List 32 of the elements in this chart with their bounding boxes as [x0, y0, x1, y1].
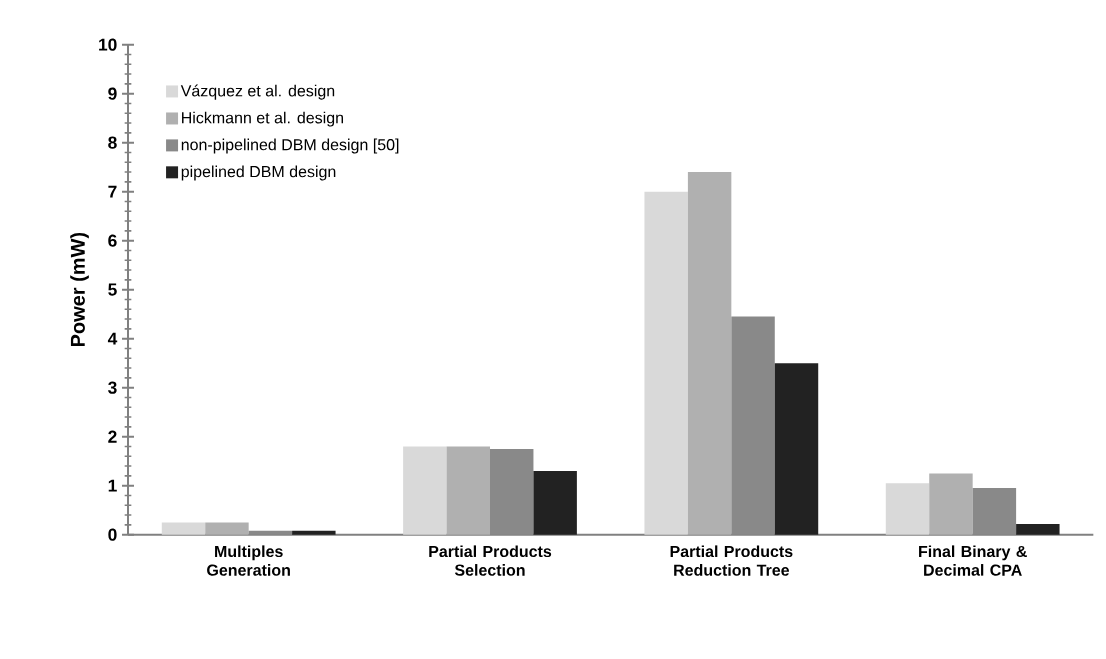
- y-tick-label: 0: [108, 528, 117, 541]
- y-tick-label: 6: [108, 234, 117, 247]
- y-tick-label: 9: [108, 87, 117, 100]
- bar: [533, 471, 577, 535]
- y-tick-label: 3: [108, 381, 117, 394]
- bar: [446, 446, 490, 535]
- legend-label: non-pipelined DBM design [50]: [181, 138, 399, 154]
- bar: [1016, 524, 1060, 535]
- y-tick-label: 10: [99, 38, 117, 51]
- y-axis-title: Power (mW): [70, 233, 89, 347]
- x-tick-label: Final Binary & Decimal CPA: [919, 545, 1027, 576]
- legend-label: Vázquez et al. design: [180, 84, 335, 100]
- y-tick-label: 2: [108, 430, 117, 443]
- bar: [885, 483, 930, 535]
- y-tick-label: 4: [107, 332, 118, 345]
- y-tick-label: 1: [108, 479, 117, 492]
- y-tick-label: 5: [108, 283, 117, 296]
- bar: [292, 530, 336, 535]
- legend-label: Hickmann et al. design: [182, 111, 344, 127]
- y-tick-label: 8: [108, 136, 117, 149]
- legend-label: pipelined DBM design: [181, 165, 336, 181]
- bar: [644, 191, 688, 535]
- bar: [929, 473, 973, 535]
- x-tick-label: Partial Products Reduction Tree: [670, 545, 793, 576]
- bar: [687, 172, 732, 535]
- bar: [774, 363, 819, 535]
- y-tick-label: 7: [108, 185, 117, 198]
- bar: [205, 522, 249, 535]
- bar: [403, 446, 447, 535]
- x-tick-label: Multiples Generation: [207, 545, 290, 576]
- bar: [161, 522, 206, 535]
- x-tick-label: Partial Products Selection: [429, 545, 552, 576]
